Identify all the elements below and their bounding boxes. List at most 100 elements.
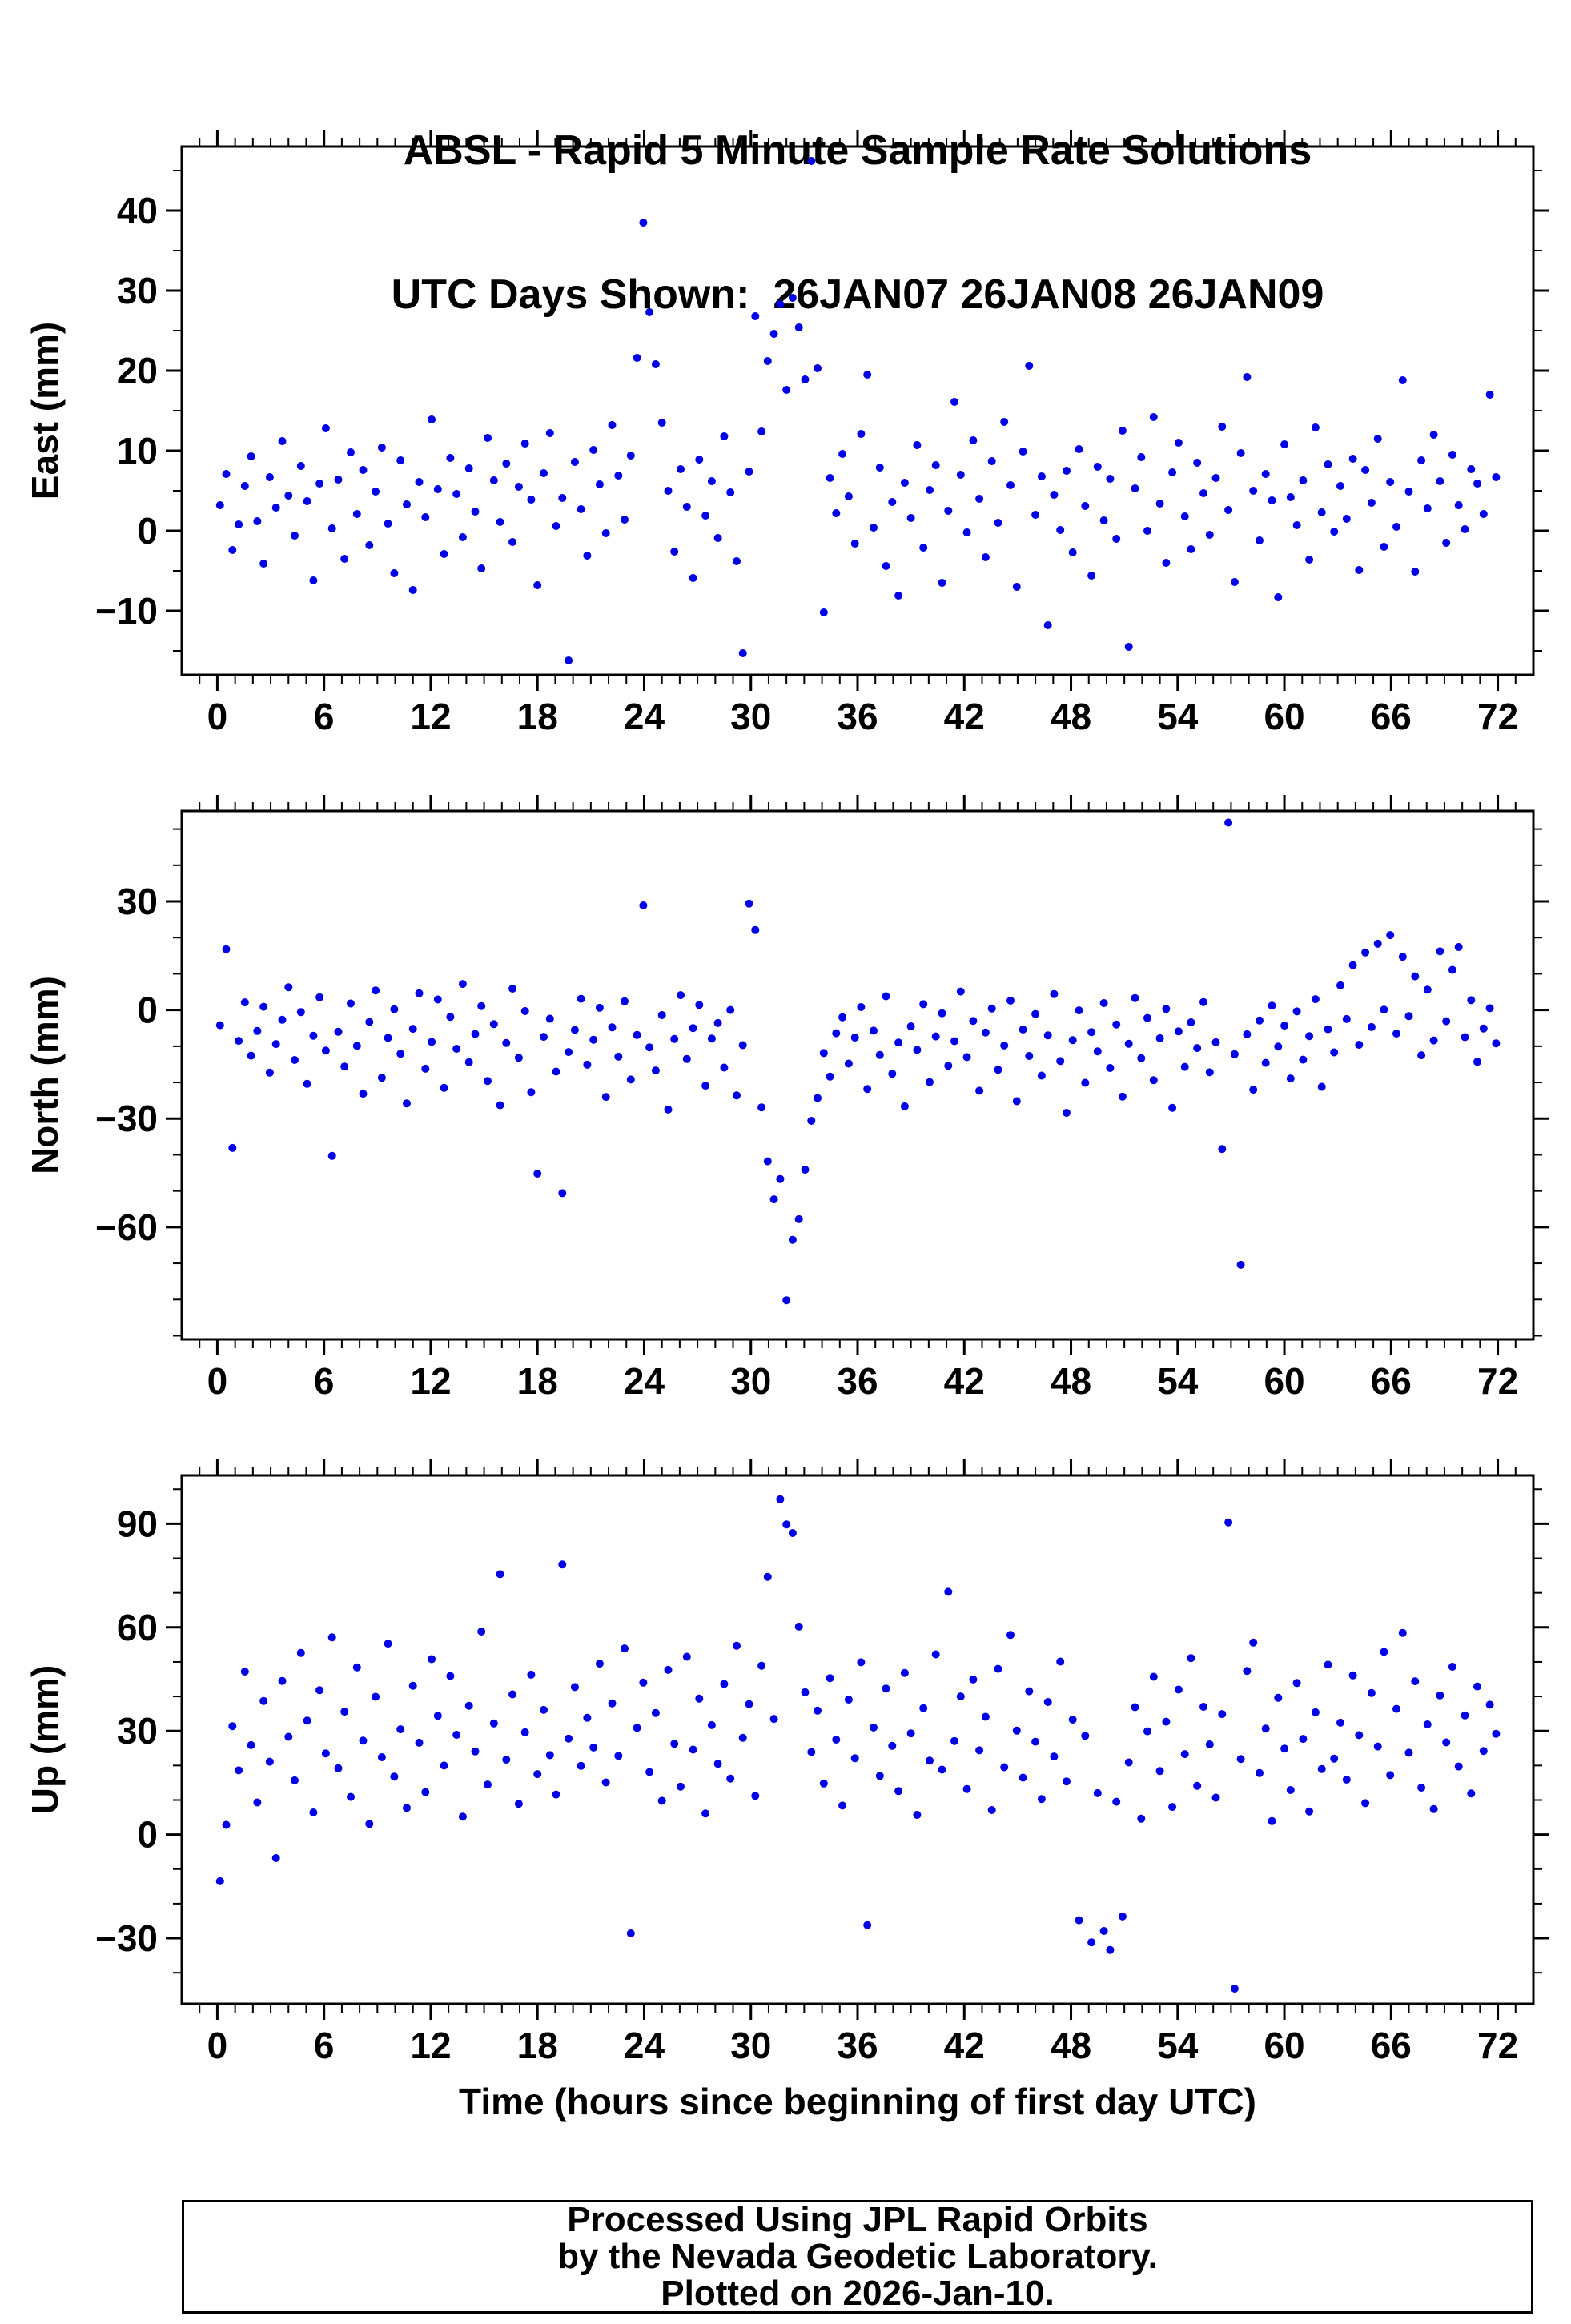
y-tick-label: −30 [95,1917,158,1959]
data-point [577,994,585,1003]
data-point [633,1724,641,1732]
data-point [814,1706,822,1715]
data-point [408,1025,417,1034]
data-point [794,1214,803,1223]
data-point [670,1740,679,1748]
data-point [894,1038,903,1047]
plot-frame [180,145,1535,676]
data-point [321,424,330,432]
data-point [807,1117,816,1125]
x-tick-label: 30 [730,696,771,737]
data-point [844,1059,853,1068]
data-point [1025,1052,1034,1060]
data-point [377,444,386,452]
data-point [751,312,760,320]
data-point [1256,536,1264,544]
data-point [1324,1660,1332,1669]
data-point [291,1056,299,1064]
data-point [377,1074,386,1082]
data-point [969,1675,978,1684]
data-point [1099,1927,1108,1935]
data-point [689,1024,697,1033]
data-point [1149,1076,1158,1085]
data-point [595,1660,604,1668]
data-point [913,441,922,449]
data-point [1230,578,1239,586]
data-point [291,1776,299,1784]
footer-line-2: by the Nevada Geodetic Laboratory. [557,2237,1158,2276]
data-point [882,562,890,570]
data-point [888,498,897,506]
y-axis-label-east: East (mm) [24,322,66,500]
data-points [215,157,1501,664]
data-point [1411,1677,1420,1686]
data-point [1355,1731,1364,1740]
data-point [1305,1032,1314,1041]
data-point [352,1663,361,1672]
data-point [1373,435,1382,443]
data-point [975,1746,984,1755]
data-point [235,520,243,528]
data-point [875,464,884,472]
data-point [1019,448,1027,456]
data-point [215,1021,224,1030]
data-point [565,1734,573,1743]
data-point [1106,1945,1115,1954]
data-point [1268,1001,1276,1010]
data-point [707,1720,716,1729]
data-point [794,1622,803,1631]
data-point [390,569,399,577]
data-point [944,1587,953,1596]
data-point [906,1022,915,1030]
data-point [1299,1055,1308,1064]
data-point [1305,556,1314,564]
data-point [745,1700,753,1708]
data-point [502,1038,511,1047]
data-point [1112,1797,1121,1806]
data-point [1199,489,1207,497]
y-axis-label-up: Up (mm) [24,1665,66,1815]
data-point [403,500,411,508]
data-point [477,1001,486,1010]
data-point [956,471,965,479]
data-point [1292,1007,1301,1016]
data-point [558,494,567,502]
data-point [1280,1022,1289,1030]
data-point [738,1733,747,1742]
data-point [440,1083,448,1092]
data-point [1317,508,1326,516]
x-tick-label: 66 [1371,1360,1412,1402]
data-point [327,1151,336,1160]
x-tick-label: 30 [730,2025,771,2066]
data-point [334,1764,343,1772]
data-point [1485,391,1494,399]
data-point [464,464,473,472]
data-point [1112,535,1121,543]
data-point [870,1026,878,1035]
data-point [1236,1755,1245,1764]
data-point [502,460,511,468]
data-point [677,1782,685,1791]
data-point [882,1684,890,1693]
data-point [464,1058,473,1066]
data-point [552,522,560,530]
data-point [1423,1720,1432,1728]
data-point [906,514,915,522]
data-point [508,1690,517,1699]
data-point [408,1681,417,1690]
data-point [1193,1044,1202,1053]
data-point [577,505,585,513]
data-point [433,1712,442,1720]
data-point [1211,474,1220,482]
x-tick-label: 6 [314,696,335,737]
data-point [1187,1018,1195,1026]
x-tick-label: 24 [624,696,665,737]
data-point [938,1765,946,1774]
x-tick-label: 6 [314,2025,335,2066]
data-point [1031,1009,1040,1018]
data-point [1268,496,1276,504]
data-point [763,1572,772,1581]
data-point [1336,482,1344,490]
data-point [913,1046,922,1054]
data-point [384,1640,392,1648]
